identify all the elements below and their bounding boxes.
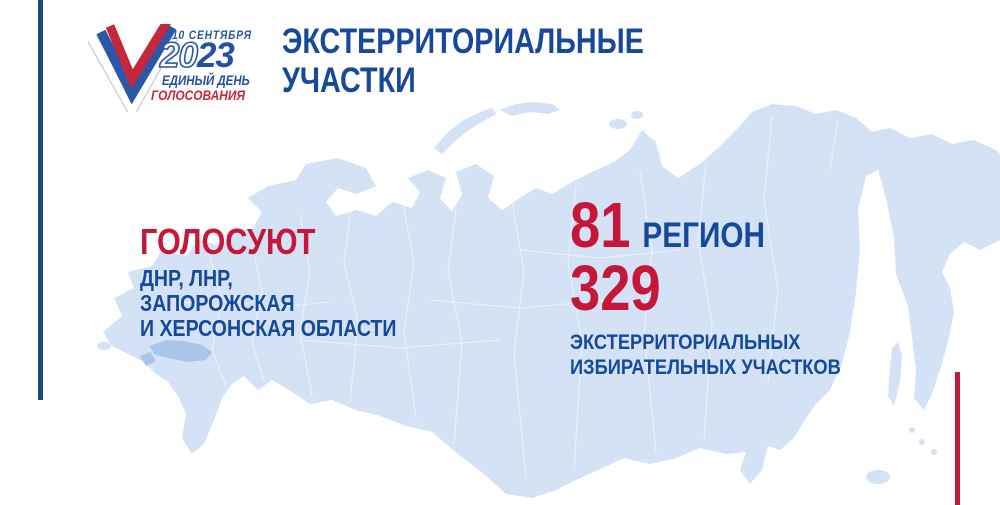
severnaya-zemlya-island [609, 119, 627, 129]
severnaya-zemlya-island-2 [631, 111, 643, 119]
regions-value: 81 [570, 189, 631, 261]
page-title-line1: ЭКСТЕРРИТОРИАЛЬНЫЕ [282, 22, 644, 61]
tricolor-checkmark-icon [88, 24, 180, 112]
kuril-island [909, 427, 915, 433]
logo-year: 2023 [159, 36, 235, 75]
voting-regions-list: ДНР, ЛНР, ЗАПОРОЖСКАЯ И ХЕРСОНСКАЯ ОБЛАС… [140, 266, 396, 341]
right-accent-line [955, 372, 960, 505]
regions-label: РЕГИОН [642, 216, 765, 255]
voting-region-line: И ХЕРСОНСКАЯ ОБЛАСТИ [140, 315, 397, 341]
stations-label-line2: ИЗБИРАТЕЛЬНЫХ УЧАСТКОВ [570, 355, 841, 379]
highlighted-new-regions [140, 340, 212, 366]
logo-date: 10 СЕНТЯБРЯ [172, 28, 252, 42]
logo-voting-label: ГОЛОСОВАНИЯ [151, 87, 246, 103]
kuril-island-3 [931, 449, 937, 455]
russia-mainland [103, 104, 1000, 498]
arctic-island [500, 102, 560, 116]
logo-year-solid: 23 [196, 36, 235, 75]
election-day-logo: 10 СЕНТЯБРЯ 2023 ЕДИНЫЙ ДЕНЬ ГОЛОСОВАНИЯ [88, 24, 278, 114]
kaliningrad-region [97, 342, 111, 350]
logo-single-day-label: ЕДИНЫЙ ДЕНЬ [162, 73, 250, 88]
stations-value: 329 [570, 252, 661, 324]
voting-region-line: ДНР, ЛНР, [140, 265, 233, 291]
novaya-zemlya-island [434, 108, 496, 154]
voting-heading: ГОЛОСУЮТ [140, 221, 316, 262]
region-borders [169, 115, 839, 479]
stations-label-line1: ЭКСТЕРРИТОРИАЛЬНЫХ [570, 330, 801, 354]
regions-stat: 81 РЕГИОН [570, 189, 765, 261]
kuril-island-2 [919, 439, 925, 445]
sakhalin-island [888, 342, 902, 406]
island-south-east [866, 470, 890, 484]
stations-label: ЭКСТЕРРИТОРИАЛЬНЫХ ИЗБИРАТЕЛЬНЫХ УЧАСТКО… [570, 330, 841, 380]
left-accent-line [38, 0, 43, 400]
page-title-line2: УЧАСТКИ [282, 61, 416, 100]
logo-year-outline: 20 [159, 36, 199, 75]
page-title: ЭКСТЕРРИТОРИАЛЬНЫЕ УЧАСТКИ [282, 22, 644, 100]
voting-region-line: ЗАПОРОЖСКАЯ [140, 290, 295, 316]
